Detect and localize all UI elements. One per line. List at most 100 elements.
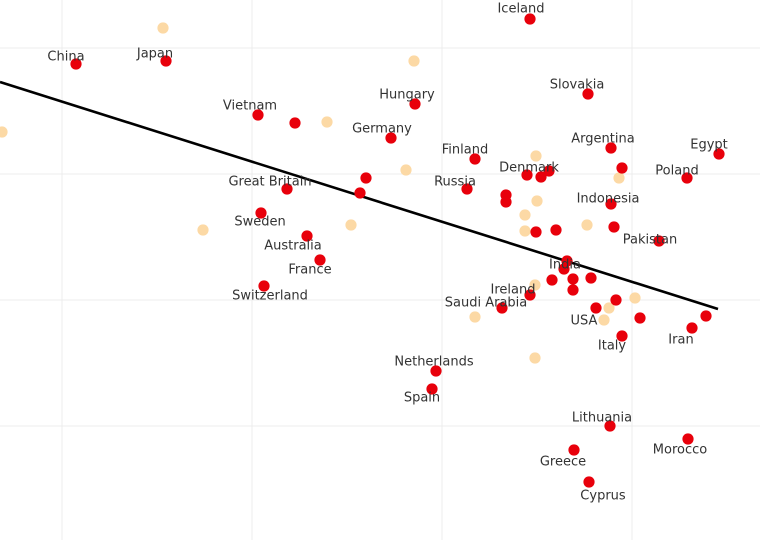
label-vietnam: Vietnam [223, 99, 277, 114]
label-slovakia: Slovakia [550, 78, 605, 93]
point-egypt [713, 148, 725, 160]
label-greece: Greece [540, 455, 586, 470]
point-usa [590, 302, 602, 314]
point-saudi-arabia [496, 302, 508, 314]
point-cyprus [583, 476, 595, 488]
background-point [408, 55, 420, 67]
label-poland: Poland [655, 164, 698, 179]
country-point [543, 165, 555, 177]
label-hungary: Hungary [379, 88, 435, 103]
background-point [529, 352, 541, 364]
background-point [613, 172, 625, 184]
label-argentina: Argentina [571, 132, 634, 147]
label-japan: Japan [136, 47, 173, 62]
point-poland [681, 172, 693, 184]
background-point [529, 279, 541, 291]
point-vietnam [252, 109, 264, 121]
point-labels: Iceland China Japan Slovakia Hungary Vietnam G… [47, 2, 727, 504]
point-lithuania [604, 420, 616, 432]
label-china: China [47, 50, 84, 65]
label-indonesia: Indonesia [577, 192, 640, 207]
point-japan [160, 55, 172, 67]
background-point [629, 292, 641, 304]
country-point [550, 224, 562, 236]
point-iran [686, 322, 698, 334]
label-morocco: Morocco [653, 443, 707, 458]
country-point [530, 226, 542, 238]
country-point [700, 310, 712, 322]
country-point [500, 196, 512, 208]
country-point [608, 221, 620, 233]
label-italy: Italy [598, 339, 627, 354]
country-point [360, 172, 372, 184]
label-france: France [288, 263, 331, 278]
point-argentina [605, 142, 617, 154]
background-point [531, 195, 543, 207]
point-denmark [535, 171, 547, 183]
point-iceland [524, 13, 536, 25]
point-greece [568, 444, 580, 456]
point-slovakia [582, 88, 594, 100]
point-australia [301, 230, 313, 242]
point-pakistan [653, 235, 665, 247]
label-pakistan: Pakistan [623, 233, 677, 248]
point-indonesia [605, 198, 617, 210]
point-italy [616, 330, 628, 342]
country-point [521, 169, 533, 181]
point-sweden [255, 207, 267, 219]
background-point [345, 219, 357, 231]
background-point [598, 314, 610, 326]
background-points [0, 22, 641, 364]
label-sweden: Sweden [234, 215, 285, 230]
label-australia: Australia [264, 239, 322, 254]
label-finland: Finland [442, 143, 488, 158]
background-point [530, 150, 542, 162]
background-point [157, 22, 169, 34]
background-point [0, 126, 8, 138]
point-russia [461, 183, 473, 195]
point-france [314, 254, 326, 266]
background-point [603, 302, 615, 314]
label-lithuania: Lithuania [572, 411, 632, 426]
country-point [616, 162, 628, 174]
label-india: India [549, 258, 581, 273]
background-point [400, 164, 412, 176]
point-finland [469, 153, 481, 165]
country-point [634, 312, 646, 324]
label-netherlands: Netherlands [394, 355, 473, 370]
country-point [546, 274, 558, 286]
point-spain [426, 383, 438, 395]
background-point [197, 224, 209, 236]
label-germany: Germany [352, 122, 412, 137]
point-great-britain [281, 183, 293, 195]
point-china [70, 58, 82, 70]
label-saudi-arabia: Saudi Arabia [445, 296, 528, 311]
point-germany [385, 132, 397, 144]
background-point [469, 311, 481, 323]
label-ireland: Ireland [491, 283, 536, 298]
highlighted-points [70, 13, 725, 488]
label-iceland: Iceland [497, 2, 544, 17]
point-switzerland [258, 280, 270, 292]
label-great-britain: Great Britain [228, 175, 311, 190]
label-switzerland: Switzerland [232, 289, 308, 304]
label-egypt: Egypt [690, 138, 728, 153]
country-point [354, 187, 366, 199]
point-ireland [524, 289, 536, 301]
point-morocco [682, 433, 694, 445]
background-point [519, 209, 531, 221]
label-spain: Spain [404, 391, 440, 406]
country-point [585, 272, 597, 284]
country-point [289, 117, 301, 129]
background-point [321, 116, 333, 128]
country-point [567, 284, 579, 296]
label-iran: Iran [668, 333, 693, 348]
country-point [567, 273, 579, 285]
label-cyprus: Cyprus [580, 489, 626, 504]
point-hungary [409, 98, 421, 110]
background-point [519, 225, 531, 237]
point-india [561, 255, 573, 267]
point-netherlands [430, 365, 442, 377]
